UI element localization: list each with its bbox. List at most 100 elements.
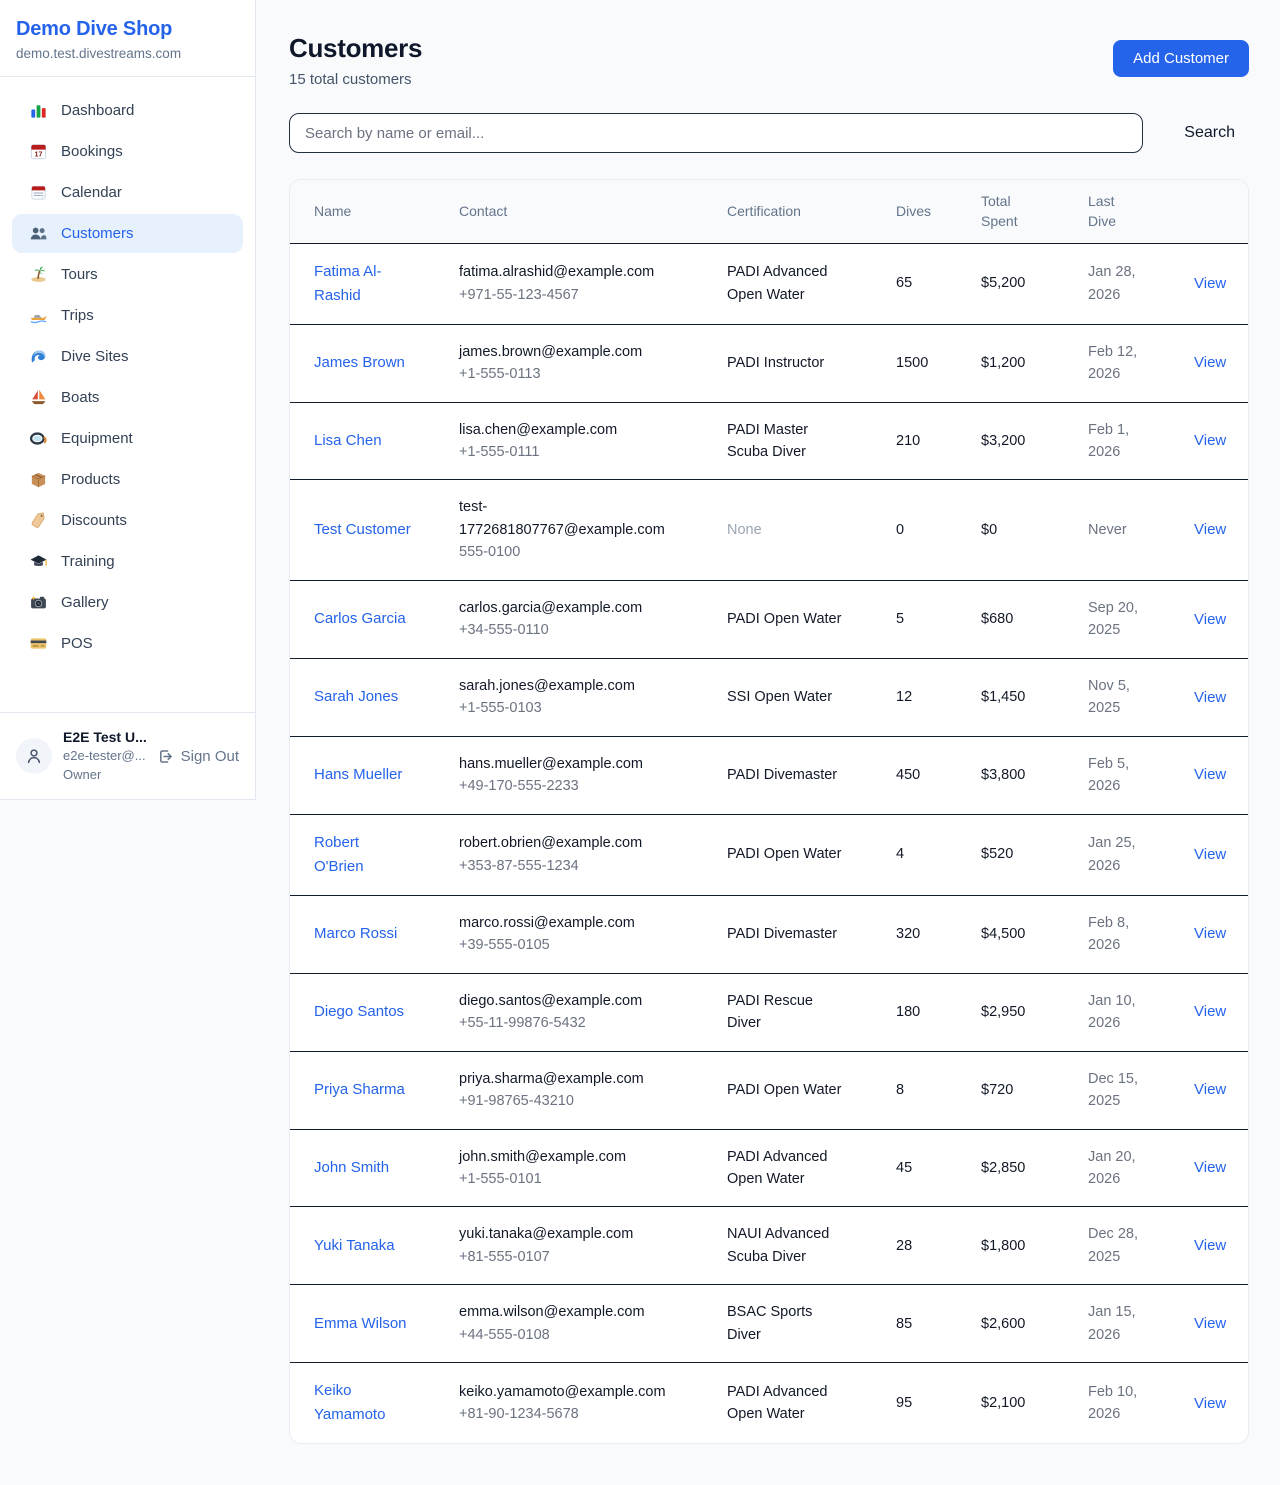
customer-name-link[interactable]: Emma Wilson <box>314 1314 407 1332</box>
customer-name-link[interactable]: Carlos Garcia <box>314 610 406 628</box>
customer-email: hans.mueller@example.com <box>459 755 643 772</box>
customer-dives: 1500 <box>896 354 929 371</box>
customer-email: yuki.tanaka@example.com <box>459 1226 634 1243</box>
view-link[interactable]: View <box>1194 1237 1227 1255</box>
customer-count: 15 total customers <box>289 71 412 88</box>
customer-total-spent: $680 <box>981 611 1014 628</box>
sidebar-item-discounts[interactable]: Discounts <box>12 501 243 540</box>
user-info: E2E Test U... e2e-tester@... Owner <box>63 727 147 785</box>
sidebar-item-calendar[interactable]: Calendar <box>12 173 243 212</box>
sidebar-item-products[interactable]: Products <box>12 460 243 499</box>
table-row: Priya Sharma priya.sharma@example.com +9… <box>290 1051 1248 1130</box>
sign-out-button[interactable]: Sign Out <box>157 748 239 765</box>
customer-name-link[interactable]: Yuki Tanaka <box>314 1236 395 1254</box>
dive-mask-icon <box>29 429 48 448</box>
customer-email: keiko.yamamoto@example.com <box>459 1383 666 1400</box>
customer-last-dive: Feb 8, 2026 <box>1088 914 1130 954</box>
customer-name-link[interactable]: Hans Mueller <box>314 766 403 784</box>
sidebar-item-tours[interactable]: Tours <box>12 255 243 294</box>
customer-dives: 210 <box>896 432 921 449</box>
credit-card-icon <box>29 634 48 653</box>
calendar-pad-icon <box>29 183 48 202</box>
customer-last-dive: Jan 10, 2026 <box>1088 992 1136 1032</box>
customer-total-spent: $2,600 <box>981 1315 1026 1332</box>
sidebar-item-equipment[interactable]: Equipment <box>12 419 243 458</box>
view-link[interactable]: View <box>1194 1315 1227 1333</box>
customer-email: fatima.alrashid@example.com <box>459 264 655 281</box>
sidebar-item-trips[interactable]: Trips <box>12 296 243 335</box>
view-link[interactable]: View <box>1194 1003 1227 1021</box>
customer-total-spent: $1,200 <box>981 354 1026 371</box>
view-link[interactable]: View <box>1194 1159 1227 1177</box>
view-link[interactable]: View <box>1194 688 1227 706</box>
user-panel: E2E Test U... e2e-tester@... Owner Sign … <box>0 712 255 799</box>
customer-dives: 28 <box>896 1237 913 1254</box>
table-row: Marco Rossi marco.rossi@example.com +39-… <box>290 895 1248 974</box>
table-row: Carlos Garcia carlos.garcia@example.com … <box>290 580 1248 659</box>
speedboat-icon <box>29 306 48 325</box>
sidebar-item-training[interactable]: Training <box>12 542 243 581</box>
view-link[interactable]: View <box>1194 610 1227 628</box>
customer-last-dive: Jan 15, 2026 <box>1088 1304 1136 1343</box>
view-link[interactable]: View <box>1194 845 1227 863</box>
view-link[interactable]: View <box>1194 1394 1227 1412</box>
sign-out-label: Sign Out <box>180 747 239 765</box>
avatar <box>16 738 52 774</box>
customer-name-link[interactable]: James Brown <box>314 354 405 372</box>
customer-email: james.brown@example.com <box>459 343 643 360</box>
customer-name-link[interactable]: Test Customer <box>314 521 411 539</box>
sidebar-item-pos[interactable]: POS <box>12 624 243 663</box>
shop-name: Demo Dive Shop <box>16 18 173 40</box>
sidebar-item-boats[interactable]: Boats <box>12 378 243 417</box>
sidebar-item-bookings[interactable]: 17 Bookings <box>12 132 243 171</box>
customer-name-link[interactable]: Marco Rossi <box>314 925 398 943</box>
customer-certification: PADI Rescue Diver <box>727 992 813 1032</box>
customer-certification: PADI Advanced Open Water <box>727 264 828 303</box>
column-header-actions <box>1170 180 1248 244</box>
table-row: Keiko Yamamoto keiko.yamamoto@example.co… <box>290 1363 1248 1443</box>
customer-total-spent: $520 <box>981 846 1014 863</box>
customer-name-link[interactable]: Diego Santos <box>314 1003 405 1021</box>
add-customer-button[interactable]: Add Customer <box>1113 40 1249 77</box>
customer-name-link[interactable]: Robert O'Brien <box>314 833 364 875</box>
column-header-name: Name <box>290 180 435 244</box>
view-link[interactable]: View <box>1194 354 1227 372</box>
customer-phone: +1-555-0101 <box>459 1170 542 1187</box>
table-row: Hans Mueller hans.mueller@example.com +4… <box>290 736 1248 815</box>
customer-certification: BSAC Sports Diver <box>727 1304 813 1343</box>
view-link[interactable]: View <box>1194 432 1227 450</box>
customer-email: robert.obrien@example.com <box>459 835 643 852</box>
customers-table-card: Name Contact Certification Dives Total S… <box>289 179 1249 1445</box>
customer-total-spent: $3,200 <box>981 432 1026 449</box>
view-link[interactable]: View <box>1194 1081 1227 1099</box>
table-row: Fatima Al-Rashid fatima.alrashid@example… <box>290 243 1248 325</box>
search-input[interactable] <box>289 113 1144 153</box>
customer-phone: +1-555-0113 <box>459 366 541 383</box>
view-link[interactable]: View <box>1194 766 1227 784</box>
customer-dives: 0 <box>896 521 905 538</box>
sailboat-icon <box>29 388 48 407</box>
customer-name-link[interactable]: Sarah Jones <box>314 688 399 706</box>
sidebar-header: Demo Dive Shop demo.test.divestreams.com <box>0 0 255 77</box>
table-header-row: Name Contact Certification Dives Total S… <box>290 180 1248 244</box>
tag-icon <box>29 511 48 530</box>
sidebar-item-gallery[interactable]: Gallery <box>12 583 243 622</box>
sidebar-item-customers[interactable]: Customers <box>12 214 243 253</box>
view-link[interactable]: View <box>1194 274 1227 292</box>
customer-name-link[interactable]: Keiko Yamamoto <box>314 1382 386 1424</box>
customer-certification: PADI Advanced Open Water <box>727 1148 828 1187</box>
sidebar-item-dashboard[interactable]: Dashboard <box>12 91 243 130</box>
customer-name-link[interactable]: Priya Sharma <box>314 1081 405 1099</box>
customer-total-spent: $2,100 <box>981 1395 1026 1412</box>
customer-email: diego.santos@example.com <box>459 992 643 1009</box>
view-link[interactable]: View <box>1194 521 1227 539</box>
search-button[interactable]: Search <box>1170 124 1249 142</box>
customer-name-link[interactable]: Fatima Al-Rashid <box>314 262 382 304</box>
customer-total-spent: $0 <box>981 521 998 538</box>
view-link[interactable]: View <box>1194 925 1227 943</box>
table-row: Robert O'Brien robert.obrien@example.com… <box>290 814 1248 896</box>
sidebar-item-dive-sites[interactable]: Dive Sites <box>12 337 243 376</box>
customer-phone: +353-87-555-1234 <box>459 857 579 874</box>
customer-name-link[interactable]: Lisa Chen <box>314 432 382 449</box>
customer-name-link[interactable]: John Smith <box>314 1158 390 1176</box>
